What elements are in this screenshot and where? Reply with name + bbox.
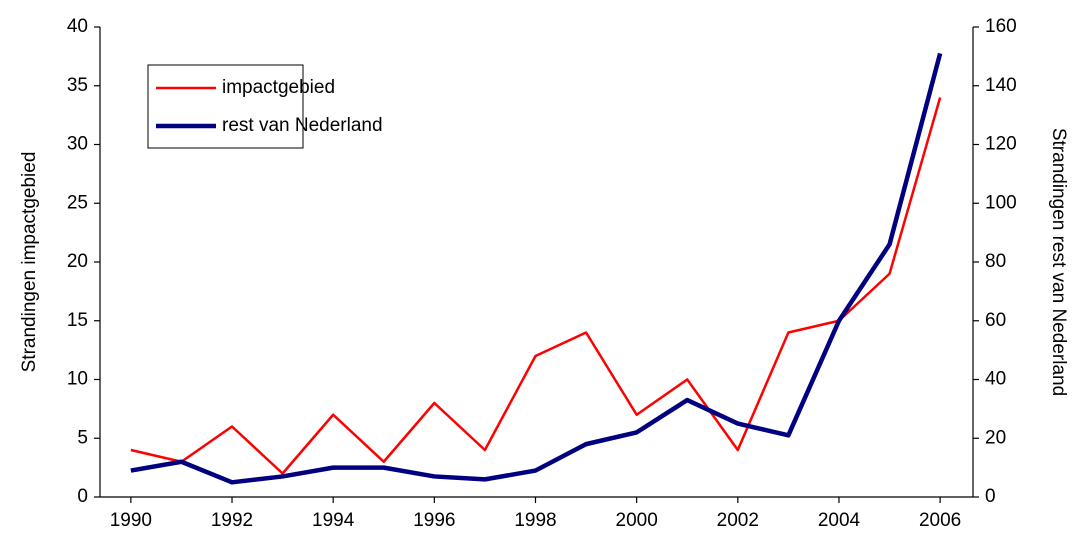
y-tick-label: 40: [67, 16, 88, 37]
x-tick-label: 1994: [312, 510, 355, 531]
y-tick-label: 35: [67, 75, 88, 96]
legend-label: rest van Nederland: [222, 115, 383, 136]
legend-label: impactgebied: [222, 77, 335, 98]
y-tick-label: 15: [67, 310, 88, 331]
y2-tick-label: 60: [985, 310, 1006, 331]
y-tick-label: 30: [67, 134, 88, 155]
y2-tick-label: 160: [985, 16, 1017, 37]
x-tick-label: 1998: [514, 510, 556, 531]
x-tick-label: 1996: [413, 510, 455, 531]
x-tick-label: 2000: [616, 510, 658, 531]
y2-tick-label: 120: [985, 134, 1017, 155]
series-line: [130, 52, 943, 485]
y-tick-label: 20: [67, 251, 88, 272]
legend-box: [147, 64, 304, 149]
x-tick-label: 1992: [211, 510, 253, 531]
y-tick-label: 0: [77, 486, 88, 507]
y-axis-label: Strandingen impactgebied: [19, 152, 40, 373]
y-tick-label: 25: [67, 192, 88, 213]
y2-tick-label: 0: [985, 486, 996, 507]
y2-tick-label: 80: [985, 251, 1006, 272]
x-tick-label: 2002: [717, 510, 759, 531]
y-tick-label: 5: [77, 427, 88, 448]
y2-tick-label: 40: [985, 369, 1006, 390]
x-tick-label: 2006: [919, 510, 961, 531]
x-tick-label: 2004: [818, 510, 861, 531]
series-line: [130, 97, 942, 475]
y2-axis-label: Strandingen rest van Nederland: [1048, 128, 1069, 396]
y2-tick-label: 100: [985, 192, 1017, 213]
x-tick-label: 1990: [110, 510, 152, 531]
y2-tick-label: 140: [985, 75, 1017, 96]
y2-tick-label: 20: [985, 427, 1006, 448]
y-tick-label: 10: [67, 369, 88, 390]
